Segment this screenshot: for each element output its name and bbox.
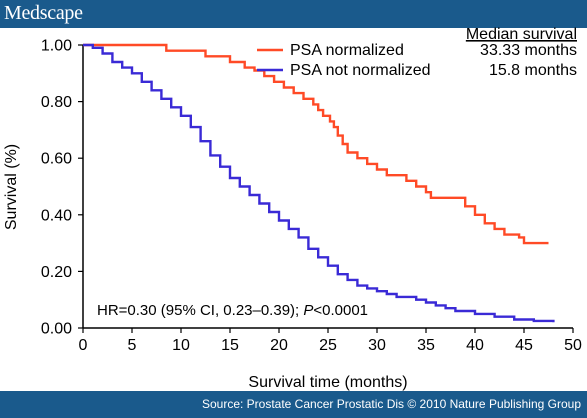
psa-normalized-curve (83, 43, 549, 245)
x-tick-label: 40 (466, 337, 484, 354)
x-tick-label: 50 (564, 337, 582, 354)
y-axis-label: Survival (%) (3, 144, 20, 230)
top-banner: Medscape (0, 0, 587, 28)
p-symbol: P (303, 302, 313, 319)
x-tick-label: 5 (128, 337, 137, 354)
y-tick-label: 0.20 (41, 264, 72, 281)
medscape-logo: Medscape (4, 2, 83, 24)
y-tick-label: 0.00 (41, 321, 72, 338)
psa-not-normalized-curve (83, 43, 555, 323)
x-tick-label: 15 (221, 337, 239, 354)
x-tick-label: 25 (319, 337, 337, 354)
p-value: <0.0001 (313, 302, 368, 319)
psa-normalized-legend-label: PSA normalized (290, 42, 404, 59)
source-footer: Source: Prostate Cancer Prostatic Dis © … (0, 391, 587, 418)
hr-annotation-text: HR=0.30 (95% CI, 0.23–0.39); (97, 302, 303, 319)
legend-header: Median survival (466, 26, 577, 43)
x-tick-label: 45 (515, 337, 533, 354)
hr-annotation: HR=0.30 (95% CI, 0.23–0.39); P<0.0001 (97, 302, 368, 319)
x-tick-label: 0 (79, 337, 88, 354)
psa-normalized-median: 33.33 months (480, 42, 577, 59)
x-tick-label: 35 (417, 337, 435, 354)
y-tick-label: 1.00 (41, 38, 72, 55)
psa-not-normalized-legend-label: PSA not normalized (290, 62, 431, 79)
y-tick-label: 0.60 (41, 151, 72, 168)
x-tick-label: 30 (368, 337, 386, 354)
x-tick-label: 20 (270, 337, 288, 354)
plot-area: 0 5 10 15 20 25 30 35 40 45 50 0.00 0.20 0.40 0.60 0.80… (41, 38, 582, 355)
x-axis-label: Survival time (months) (248, 374, 407, 391)
source-text: Source: Prostate Cancer Prostatic Dis © … (201, 397, 581, 411)
x-tick-label: 10 (172, 337, 190, 354)
psa-not-normalized-median: 15.8 months (489, 62, 577, 79)
y-tick-label: 0.40 (41, 207, 72, 224)
y-tick-label: 0.80 (41, 94, 72, 111)
